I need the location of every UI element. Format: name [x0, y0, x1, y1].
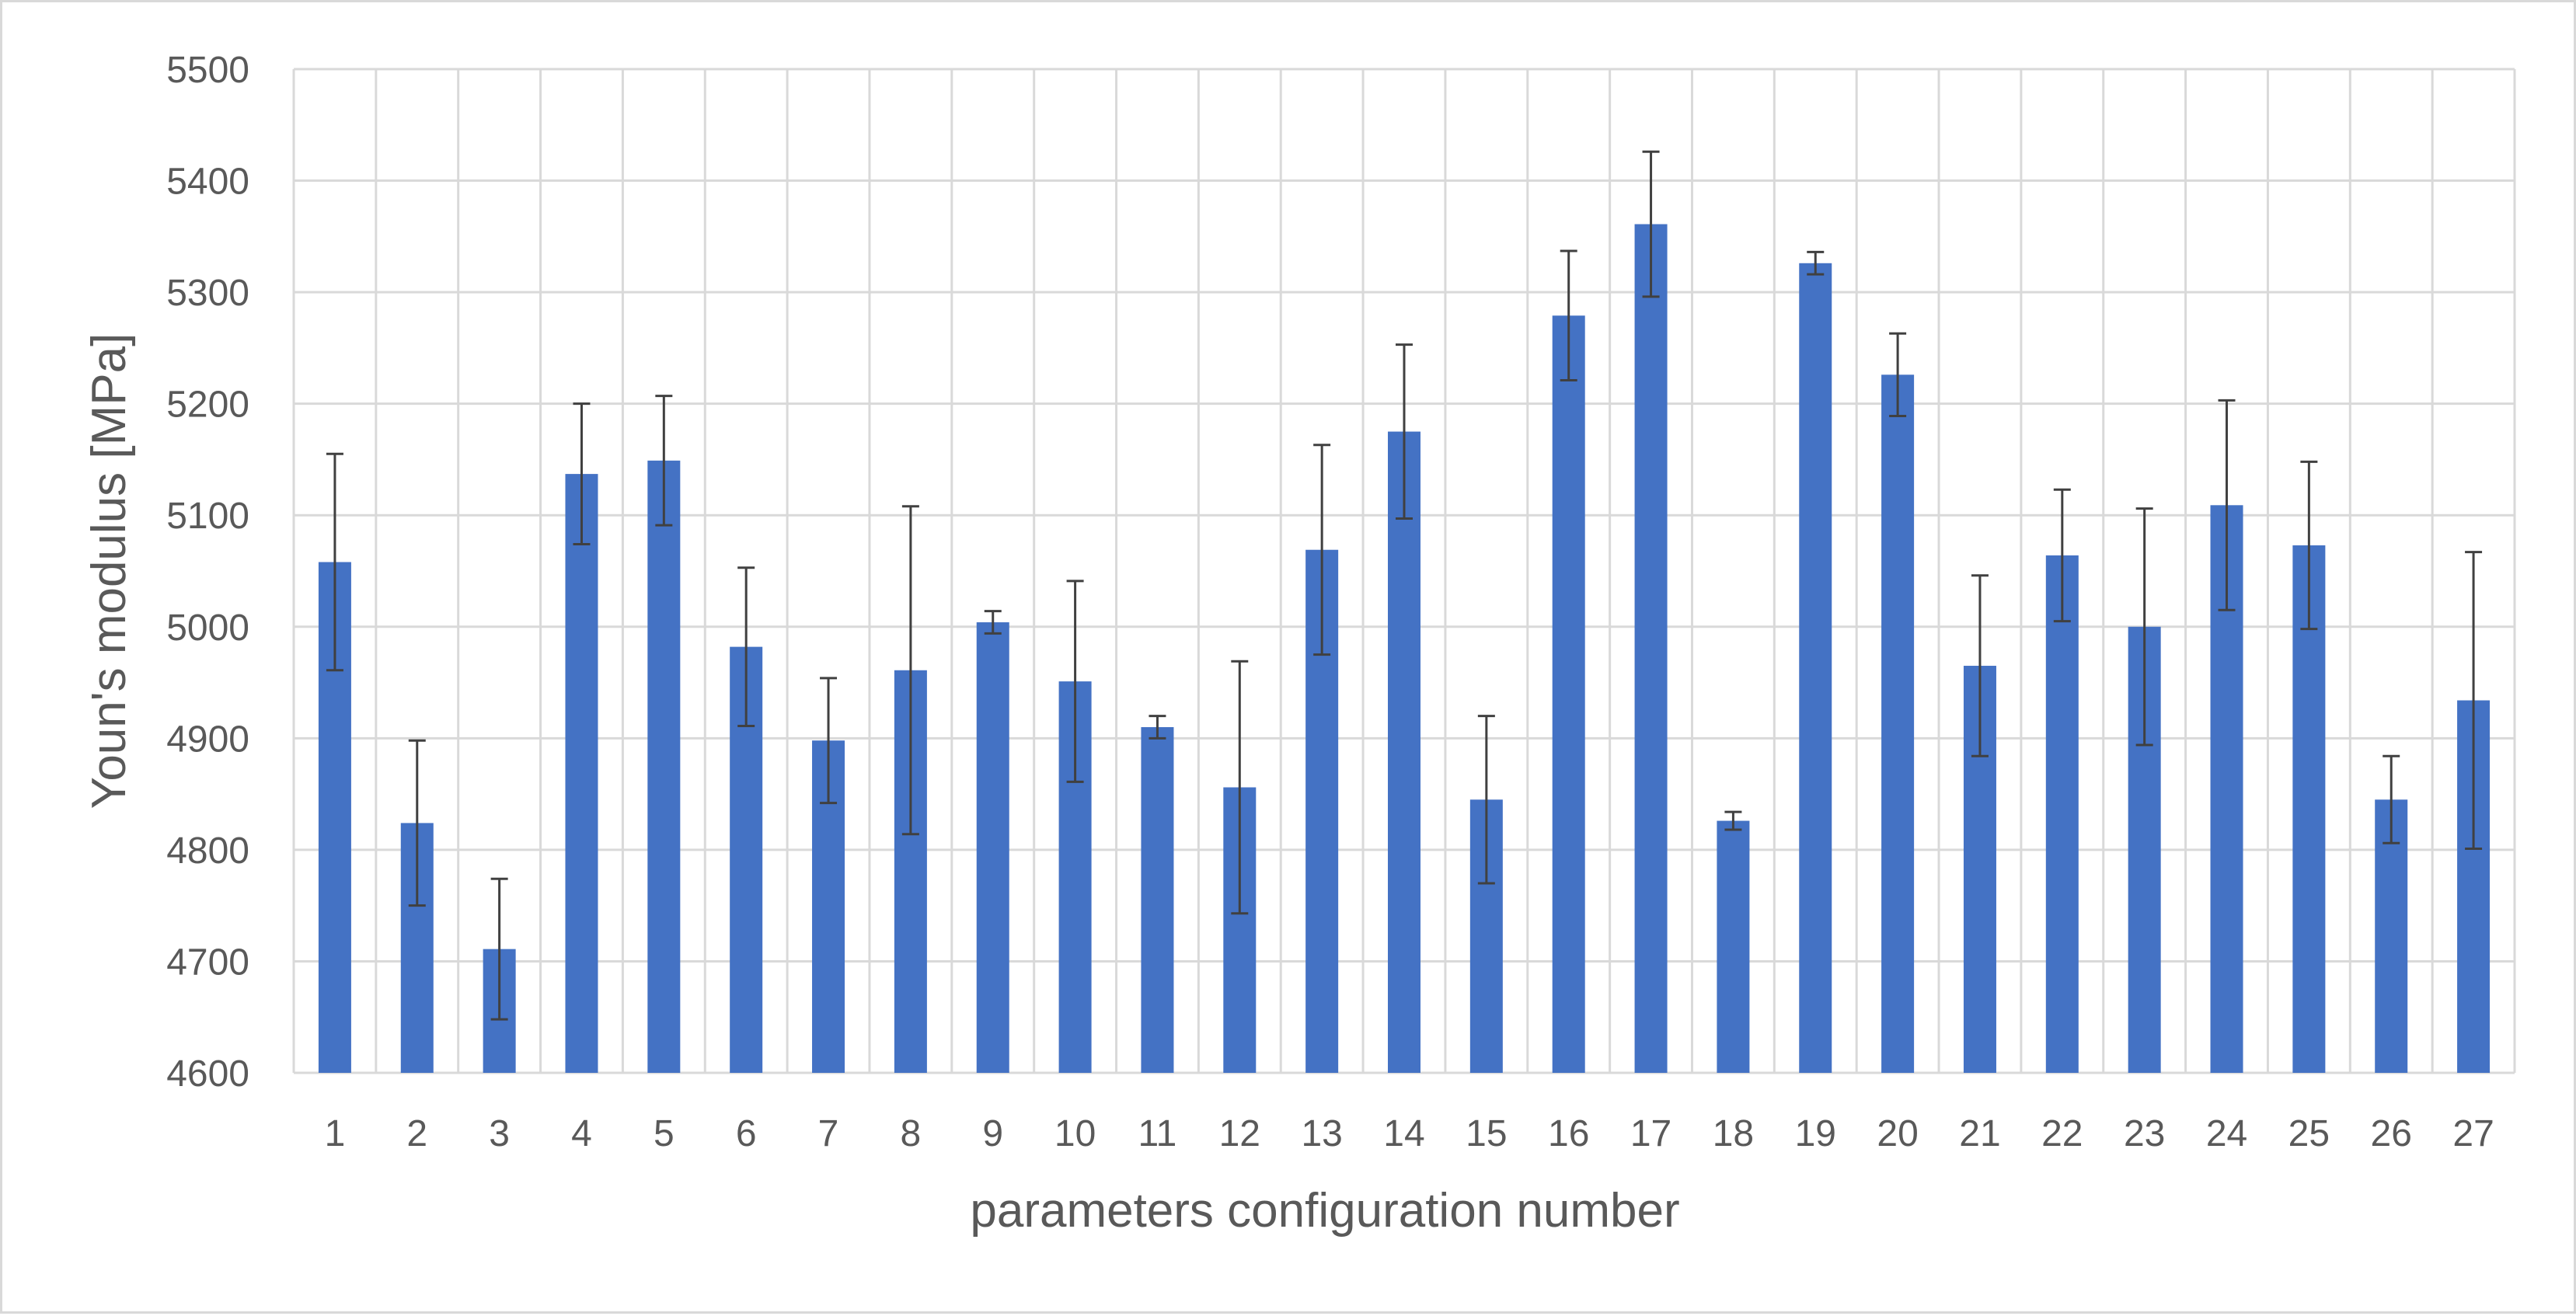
- bar-22: [2045, 555, 2079, 1073]
- error-bar-6: [737, 566, 755, 728]
- y-tick-label: 4900: [166, 719, 249, 760]
- x-tick-label: 19: [1795, 1113, 1836, 1154]
- x-axis-ticks: 1 2 3 4 5 6 7 8 9 10 11 12 13 14 15 16 17 18 19 20 21 22 23 24 2…: [325, 1113, 2494, 1154]
- x-tick-label: 21: [1959, 1113, 2000, 1154]
- error-bar-1: [326, 452, 343, 672]
- error-bar-20: [1889, 332, 1907, 417]
- x-tick-label: 5: [654, 1113, 675, 1154]
- y-tick-label: 4700: [166, 942, 249, 983]
- x-tick-label: 15: [1466, 1113, 1507, 1154]
- x-tick-label: 3: [489, 1113, 510, 1154]
- y-tick-label: 5400: [166, 162, 249, 203]
- x-tick-label: 8: [901, 1113, 922, 1154]
- y-tick-label: 5100: [166, 496, 249, 537]
- y-tick-label: 5200: [166, 385, 249, 426]
- error-bar-17: [1642, 150, 1660, 298]
- bar-14: [1388, 431, 1420, 1073]
- x-tick-label: 20: [1877, 1113, 1918, 1154]
- x-tick-label: 12: [1219, 1113, 1260, 1154]
- error-bar-2: [408, 739, 426, 907]
- x-tick-label: 25: [2288, 1113, 2330, 1154]
- x-tick-label: 4: [571, 1113, 592, 1154]
- bar-5: [647, 460, 681, 1073]
- x-tick-label: 6: [736, 1113, 757, 1154]
- x-tick-label: 2: [406, 1113, 427, 1154]
- bar-26: [2375, 799, 2408, 1073]
- error-bar-14: [1396, 343, 1413, 520]
- error-bar-3: [490, 877, 508, 1021]
- error-bar-16: [1560, 249, 1577, 382]
- error-bar-24: [2218, 399, 2236, 611]
- bar-25: [2292, 545, 2326, 1073]
- y-tick-label: 5300: [166, 273, 249, 314]
- x-tick-label: 17: [1630, 1113, 1671, 1154]
- y-tick-label: 4600: [166, 1053, 249, 1095]
- x-tick-label: 7: [818, 1113, 839, 1154]
- error-bar-12: [1231, 660, 1249, 915]
- bar-17: [1634, 224, 1668, 1073]
- bar-9: [976, 622, 1009, 1073]
- error-bar-8: [901, 505, 919, 836]
- y-tick-label: 4800: [166, 830, 249, 872]
- error-bar-9: [984, 610, 1002, 635]
- y-axis-title: Youn's modulus [MPa]: [82, 333, 136, 809]
- y-axis-ticks: 4600 4700 4800 4900 5000 5100 5200 5300 5400 5500: [166, 50, 249, 1095]
- bar-20: [1881, 374, 1915, 1073]
- error-bar-11: [1149, 715, 1166, 740]
- error-bar-25: [2300, 460, 2318, 631]
- error-bars: [326, 150, 2483, 1021]
- x-tick-label: 9: [982, 1113, 1003, 1154]
- x-tick-label: 16: [1548, 1113, 1589, 1154]
- x-tick-label: 14: [1383, 1113, 1424, 1154]
- y-tick-label: 5500: [166, 50, 249, 91]
- bar-11: [1141, 726, 1174, 1073]
- error-bar-21: [1971, 574, 1989, 757]
- error-bar-26: [2383, 754, 2400, 844]
- x-tick-label: 26: [2371, 1113, 2412, 1154]
- x-tick-label: 10: [1054, 1113, 1096, 1154]
- x-tick-label: 11: [1138, 1113, 1177, 1154]
- x-tick-label: 22: [2041, 1113, 2083, 1154]
- x-tick-label: 27: [2452, 1113, 2494, 1154]
- y-tick-label: 5000: [166, 608, 249, 649]
- x-tick-label: 18: [1713, 1113, 1754, 1154]
- error-bar-19: [1807, 250, 1825, 276]
- bar-18: [1717, 820, 1750, 1073]
- x-tick-label: 1: [325, 1113, 346, 1154]
- error-bar-7: [820, 677, 838, 805]
- error-bar-10: [1066, 580, 1084, 783]
- x-tick-label: 23: [2124, 1113, 2165, 1154]
- error-bar-15: [1477, 715, 1495, 885]
- bar-16: [1552, 315, 1585, 1073]
- error-bar-27: [2465, 551, 2483, 850]
- error-bar-23: [2135, 507, 2153, 747]
- x-axis-title: parameters configuration number: [970, 1184, 1679, 1238]
- x-tick-label: 24: [2206, 1113, 2247, 1154]
- bar-4: [565, 474, 598, 1073]
- error-bar-5: [655, 395, 673, 527]
- error-bar-13: [1313, 444, 1331, 656]
- x-tick-label: 13: [1301, 1113, 1342, 1154]
- error-bar-4: [573, 402, 591, 546]
- bar-19: [1799, 263, 1832, 1074]
- error-bar-22: [2053, 488, 2071, 623]
- error-bar-18: [1724, 810, 1742, 831]
